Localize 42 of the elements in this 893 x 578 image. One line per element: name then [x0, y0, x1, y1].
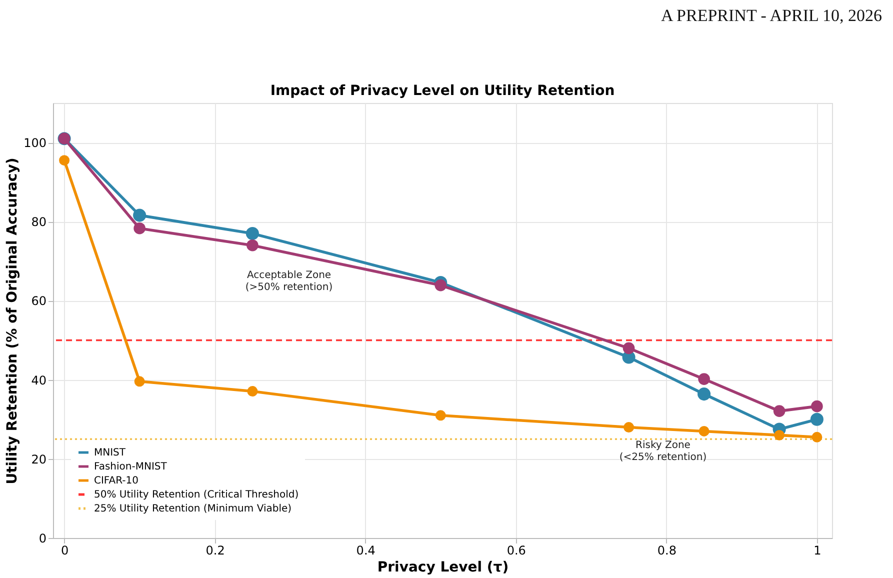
annotation: Acceptable Zone (>50% retention): [245, 270, 333, 293]
y-tick-label: 60: [31, 294, 46, 308]
x-tick-label: 0.6: [506, 544, 526, 558]
legend-label: CIFAR-10: [94, 476, 138, 486]
point: [810, 412, 824, 426]
point: [59, 155, 70, 166]
point: [133, 208, 146, 222]
point: [246, 239, 258, 252]
y-tick-label: 20: [31, 452, 46, 466]
x-tick-label: 0.4: [356, 544, 376, 558]
point: [434, 279, 447, 292]
y-tick-label: 40: [31, 373, 46, 388]
legend-label: Fashion-MNIST: [94, 462, 168, 472]
x-tick-label: 0.8: [657, 544, 676, 558]
point: [698, 426, 710, 436]
point: [622, 342, 635, 354]
y-tick-label: 100: [24, 136, 46, 150]
point: [812, 432, 822, 442]
chart-title: Impact of Privacy Level on Utility Retention: [270, 83, 615, 99]
x-axis-title: Privacy Level (τ): [377, 560, 509, 576]
legend-label: 25% Utility Retention (Minimum Viable): [94, 504, 292, 514]
point: [774, 430, 785, 440]
text: A PREPRINT - APRIL 10, 2026: [660, 6, 882, 25]
annotation: Risky Zone (<25% retention): [619, 440, 707, 463]
point: [773, 405, 786, 417]
legend-label: MNIST: [94, 448, 126, 458]
y-axis-title: Utility Retention (% of Original Accuracy): [4, 158, 21, 484]
x-tick-label: 0: [60, 544, 69, 558]
y-tick-label: 80: [31, 215, 46, 230]
point: [134, 222, 146, 234]
x-tick-label: 0.2: [206, 544, 225, 558]
x-tick-label: 1: [814, 544, 822, 558]
point: [624, 422, 634, 433]
point: [698, 373, 710, 385]
point: [435, 410, 446, 421]
y-tick-label: 0: [38, 532, 46, 546]
point: [247, 386, 258, 397]
point: [134, 376, 145, 387]
point: [698, 388, 711, 401]
point: [811, 400, 823, 412]
legend-label: 50% Utility Retention (Critical Threshold): [94, 490, 299, 500]
point: [246, 226, 259, 240]
